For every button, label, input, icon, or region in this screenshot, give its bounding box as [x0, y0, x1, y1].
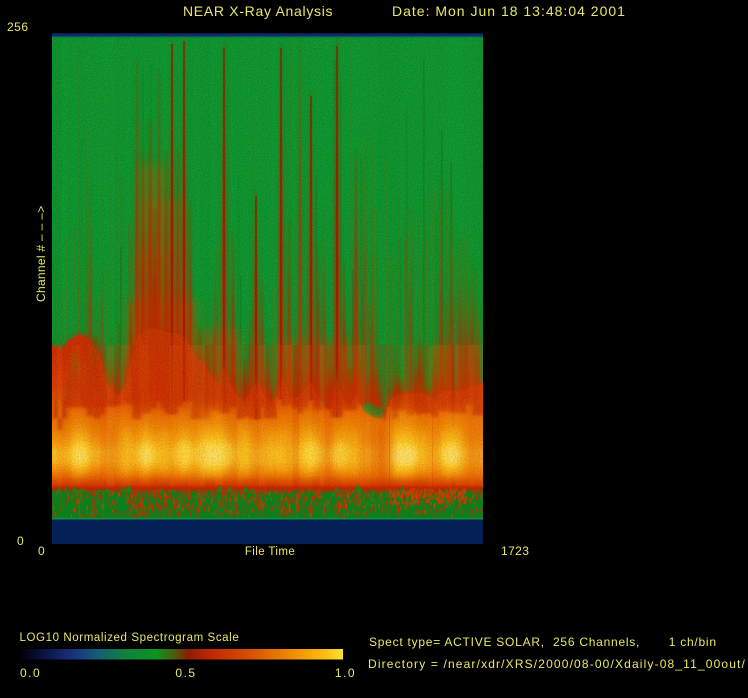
svg-text:1723: 1723	[501, 544, 529, 558]
svg-text:1.0: 1.0	[335, 666, 356, 680]
svg-text:Directory = /near/xdr/XRS/2000: Directory = /near/xdr/XRS/2000/08-00/Xda…	[368, 657, 746, 671]
svg-text:NEAR X-Ray Analysis: NEAR X-Ray Analysis	[183, 3, 333, 19]
svg-text:0: 0	[17, 534, 24, 548]
svg-text:0.0: 0.0	[20, 666, 41, 680]
svg-text:LOG10 Normalized Spectrogram S: LOG10 Normalized Spectrogram Scale	[20, 632, 240, 644]
svg-text:256: 256	[7, 20, 29, 34]
svg-text:Spect type= ACTIVE SOLAR, 256: Spect type= ACTIVE SOLAR, 256 Channels, …	[369, 635, 717, 649]
svg-text:0.5: 0.5	[175, 666, 196, 680]
svg-text:Date: Mon Jun 18 13:48:04 2001: Date: Mon Jun 18 13:48:04 2001	[392, 3, 626, 19]
svg-text:Channel # – – –>: Channel # – – –>	[34, 205, 48, 302]
svg-text:0: 0	[38, 544, 45, 558]
svg-text:File Time: File Time	[245, 546, 295, 558]
